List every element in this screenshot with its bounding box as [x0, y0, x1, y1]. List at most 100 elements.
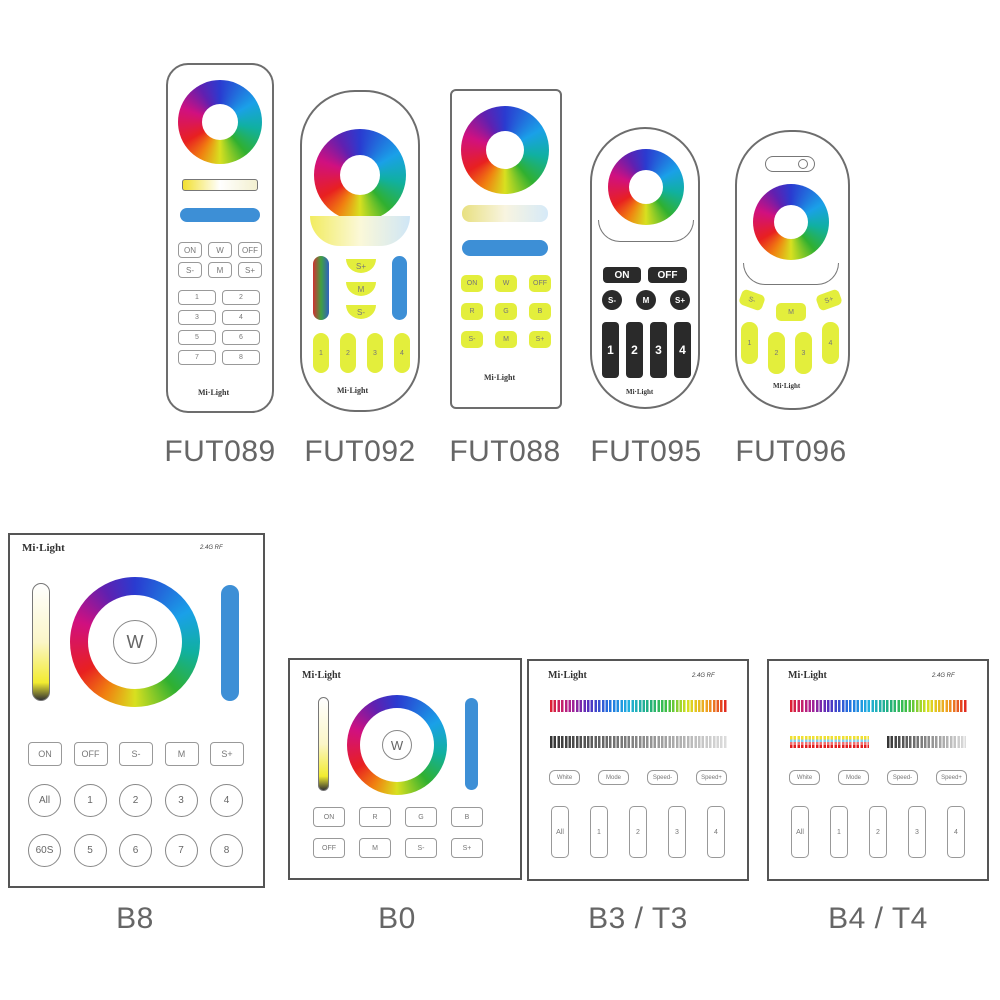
- white-temperature-arc[interactable]: [743, 263, 839, 285]
- button-5[interactable]: B: [529, 303, 551, 320]
- white-temperature-bar[interactable]: [182, 179, 258, 191]
- zone-button[interactable]: 4: [394, 333, 410, 373]
- color-wheel-center[interactable]: [340, 155, 380, 195]
- zone-button[interactable]: 6: [119, 834, 152, 867]
- power-toggle[interactable]: [765, 156, 815, 172]
- zone-button[interactable]: 2: [222, 290, 260, 305]
- zone-button[interactable]: 3: [178, 310, 216, 325]
- button-4[interactable]: S+: [210, 742, 244, 766]
- brightness-strip[interactable]: [887, 736, 966, 748]
- zone-button[interactable]: 2: [119, 784, 152, 817]
- zone-switch[interactable]: 4: [707, 806, 725, 858]
- function-button[interactable]: White: [789, 770, 820, 785]
- zone-button[interactable]: 3: [795, 332, 812, 374]
- off-button[interactable]: OFF: [648, 267, 687, 283]
- function-button[interactable]: Speed+: [936, 770, 967, 785]
- zone-switch[interactable]: 1: [590, 806, 608, 858]
- zone-button[interactable]: 5: [178, 330, 216, 345]
- white-temperature-bar[interactable]: [462, 205, 548, 222]
- color-wheel-center[interactable]: [774, 205, 808, 239]
- button-6[interactable]: S-: [461, 331, 483, 348]
- brightness-strip[interactable]: [550, 736, 727, 748]
- white-temperature-arc[interactable]: [598, 220, 694, 242]
- button-6[interactable]: S-: [405, 838, 437, 858]
- zone-button[interactable]: 1: [178, 290, 216, 305]
- zone-button[interactable]: 4: [822, 322, 839, 364]
- zone-button[interactable]: 3: [650, 322, 667, 378]
- brightness-slider[interactable]: [465, 698, 478, 790]
- mode-button[interactable]: S+: [346, 259, 376, 273]
- zone-button[interactable]: 1: [73, 784, 107, 817]
- white-temperature-bar[interactable]: [318, 697, 329, 791]
- button-1[interactable]: W: [208, 242, 232, 258]
- button-3[interactable]: R: [461, 303, 483, 320]
- mode-button[interactable]: M: [346, 282, 376, 296]
- zone-switch[interactable]: All: [551, 806, 569, 858]
- button-2[interactable]: G: [405, 807, 437, 827]
- zone-button[interactable]: 7: [178, 350, 216, 365]
- brightness-slider[interactable]: [180, 208, 260, 222]
- brightness-slider[interactable]: [462, 240, 548, 256]
- button-4[interactable]: OFF: [313, 838, 345, 858]
- white-button[interactable]: W: [113, 620, 157, 664]
- color-wheel-center[interactable]: [202, 104, 238, 140]
- zone-button[interactable]: 4: [222, 310, 260, 325]
- white-button[interactable]: W: [382, 730, 412, 760]
- button-7[interactable]: S+: [451, 838, 483, 858]
- zone-button[interactable]: 8: [210, 834, 243, 867]
- zone-button[interactable]: All: [28, 784, 61, 817]
- button-5[interactable]: M: [359, 838, 391, 858]
- mode-button[interactable]: S-: [346, 305, 376, 319]
- zone-switch[interactable]: 1: [830, 806, 848, 858]
- button-5[interactable]: S+: [238, 262, 262, 278]
- mode-button[interactable]: S-: [602, 290, 622, 310]
- zone-button[interactable]: 7: [164, 834, 198, 867]
- function-button[interactable]: Speed+: [696, 770, 727, 785]
- zone-switch[interactable]: 3: [668, 806, 686, 858]
- zone-button[interactable]: 2: [768, 332, 785, 374]
- zone-switch[interactable]: All: [791, 806, 809, 858]
- function-button[interactable]: White: [549, 770, 580, 785]
- color-wheel-center[interactable]: [486, 131, 524, 169]
- zone-switch[interactable]: 4: [947, 806, 965, 858]
- zone-button[interactable]: 6: [222, 330, 260, 345]
- color-wheel-center[interactable]: [629, 170, 663, 204]
- zone-button[interactable]: 1: [313, 333, 329, 373]
- button-0[interactable]: ON: [178, 242, 202, 258]
- mode-button[interactable]: S+: [670, 290, 690, 310]
- button-3[interactable]: M: [164, 742, 199, 766]
- brightness-slider[interactable]: [392, 256, 407, 320]
- zone-button[interactable]: 4: [674, 322, 691, 378]
- white-temperature-arc[interactable]: [310, 216, 410, 246]
- function-button[interactable]: Speed-: [887, 770, 918, 785]
- button-3[interactable]: B: [451, 807, 483, 827]
- button-2[interactable]: OFF: [238, 242, 262, 258]
- mode-button[interactable]: M: [636, 290, 656, 310]
- white-temperature-bar[interactable]: [32, 583, 50, 701]
- button-0[interactable]: ON: [461, 275, 483, 292]
- function-button[interactable]: Mode: [838, 770, 869, 785]
- zone-button[interactable]: 3: [164, 784, 198, 817]
- button-2[interactable]: OFF: [529, 275, 551, 292]
- zone-button[interactable]: 8: [222, 350, 260, 365]
- button-4[interactable]: M: [208, 262, 232, 278]
- zone-button[interactable]: 4: [210, 784, 243, 817]
- function-button[interactable]: Speed-: [647, 770, 678, 785]
- button-8[interactable]: S+: [529, 331, 551, 348]
- function-button[interactable]: Mode: [598, 770, 629, 785]
- zone-button[interactable]: 2: [340, 333, 356, 373]
- zone-switch[interactable]: 2: [869, 806, 887, 858]
- button-7[interactable]: M: [495, 331, 517, 348]
- zone-button[interactable]: 1: [602, 322, 619, 378]
- zone-switch[interactable]: 3: [908, 806, 926, 858]
- mode-button[interactable]: M: [776, 303, 806, 321]
- button-3[interactable]: S-: [178, 262, 202, 278]
- color-strip[interactable]: [550, 700, 727, 712]
- button-0[interactable]: ON: [313, 807, 345, 827]
- color-bar[interactable]: [313, 256, 329, 320]
- button-0[interactable]: ON: [28, 742, 62, 766]
- brightness-slider[interactable]: [221, 585, 239, 701]
- zone-button[interactable]: 3: [367, 333, 383, 373]
- color-strip[interactable]: [790, 700, 967, 712]
- zone-switch[interactable]: 2: [629, 806, 647, 858]
